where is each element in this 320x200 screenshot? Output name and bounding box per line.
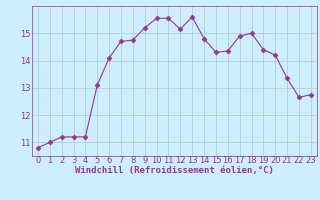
X-axis label: Windchill (Refroidissement éolien,°C): Windchill (Refroidissement éolien,°C)	[75, 166, 274, 175]
